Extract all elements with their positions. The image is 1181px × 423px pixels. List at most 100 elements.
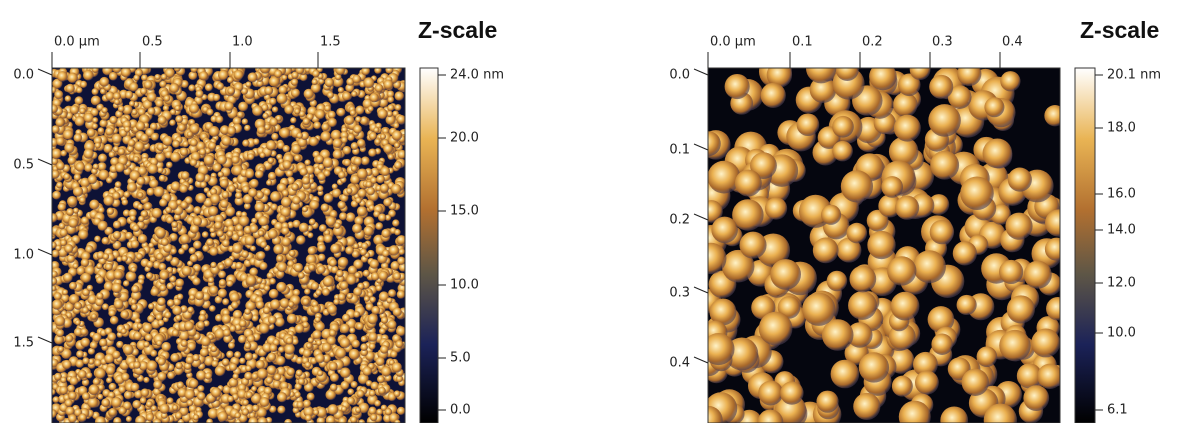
grain [374,68,382,74]
grain [330,243,341,254]
grain [376,174,385,184]
grain [350,165,358,172]
grain [94,359,102,367]
grain [328,258,338,267]
grain [155,227,167,239]
grain [122,104,133,116]
grain [87,294,98,305]
grain [106,177,113,184]
grain [355,116,362,123]
grain [348,348,360,360]
grain [145,400,153,408]
grain [279,298,290,309]
grain [126,182,138,193]
grain [757,409,784,423]
grain [60,239,67,247]
grain [208,126,220,137]
grain [171,329,180,337]
grain [277,405,286,414]
grain [212,163,222,173]
grain [128,209,138,218]
grain [233,69,244,80]
grain [262,112,269,120]
grain [278,215,287,224]
grain [104,262,113,271]
grain [250,393,262,405]
grain [130,298,137,305]
grain [80,272,92,284]
grain [224,101,234,112]
grain [190,68,199,73]
grain [166,397,174,405]
grain [394,229,401,236]
grain [356,205,368,217]
grain [316,265,326,274]
grain [281,226,290,236]
grain [140,133,149,143]
grain [947,85,972,109]
grain [388,289,397,298]
grain [255,190,265,200]
grain [267,315,277,325]
grain [130,382,140,392]
grain [323,193,334,204]
grain [298,110,306,118]
grain [269,343,278,353]
grain [234,412,241,419]
grain [333,222,341,230]
grain [66,254,76,263]
grain [337,200,346,210]
grain [342,313,351,323]
grain [760,82,786,109]
grain [198,314,207,323]
grain [133,331,143,341]
grain [302,399,312,408]
colorbar [419,67,439,423]
grain [64,95,72,102]
y-tick [693,68,709,76]
grain [173,68,181,72]
grain [65,406,75,416]
grain [304,361,312,369]
grain [255,359,265,370]
grain [166,299,175,307]
grain [325,415,336,423]
grain [67,72,78,84]
grain [199,181,207,189]
grain [132,399,142,409]
grain [221,190,230,199]
grain [256,79,264,88]
grain [957,68,982,87]
grain [228,377,239,388]
grain [386,110,393,118]
grain [295,369,303,377]
grain [287,221,295,229]
grain [344,115,355,126]
grain [155,252,164,261]
image-frame [707,67,1061,423]
grain [256,368,268,380]
grain [249,224,259,234]
grain [151,207,163,219]
grain [206,418,214,423]
grain [235,210,243,218]
colorbar-tick-label: 12.0 [1107,276,1136,291]
grain [112,145,120,153]
grain [370,381,379,391]
grain [360,242,369,250]
x-tick-label: 0.3 [932,35,953,50]
grain [276,93,288,105]
grain [157,115,167,125]
grain [125,231,133,240]
grain [252,138,260,146]
grain [210,231,217,238]
grain [72,186,84,197]
grain [375,356,385,367]
grain [339,367,351,379]
grain [380,316,389,324]
grain [189,138,198,147]
grain [960,176,994,211]
grain [298,222,309,233]
grain [392,307,402,317]
